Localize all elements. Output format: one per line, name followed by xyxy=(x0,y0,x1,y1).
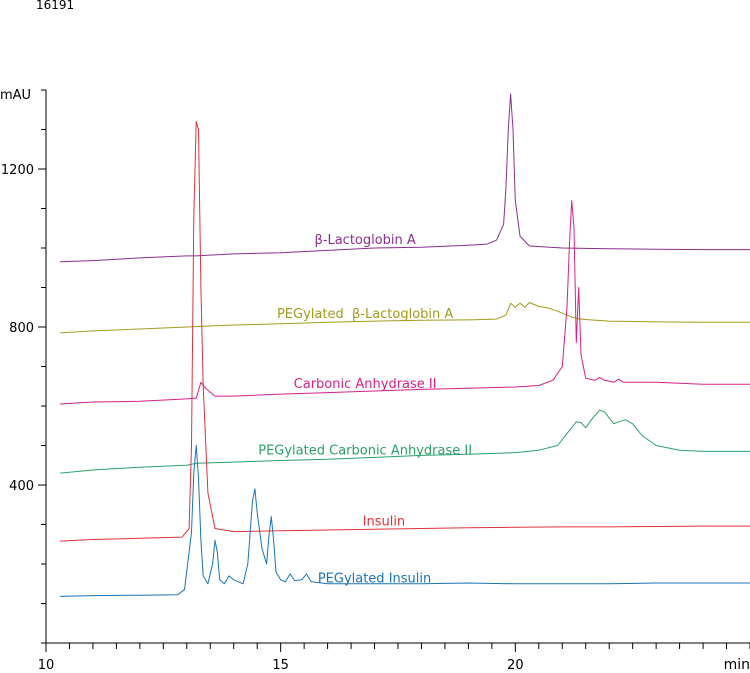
x-axis-label: min xyxy=(724,657,750,673)
trace-label: β-Lactoglobin A xyxy=(314,233,415,248)
trace-line xyxy=(60,121,750,542)
y-tick-label: 800 xyxy=(9,321,34,336)
trace-label: Insulin xyxy=(363,515,406,530)
chart-id-label: 16191 xyxy=(36,0,75,12)
x-tick-label: 20 xyxy=(507,658,524,673)
y-tick-label: 1200 xyxy=(1,163,34,178)
trace-line xyxy=(60,200,750,405)
trace-line xyxy=(60,409,750,474)
y-tick-label: 400 xyxy=(9,479,34,494)
x-tick-label: 10 xyxy=(38,658,55,673)
trace-label: PEGylated β-Lactoglobin A xyxy=(277,307,453,322)
axes: 400 800 1200 mAU 10 15 20 min xyxy=(0,88,750,673)
trace-label: Carbonic Anhydrase II xyxy=(294,377,437,392)
traces xyxy=(60,93,750,597)
trace-label: PEGylated Carbonic Anhydrase II xyxy=(258,444,472,459)
x-tick-label: 15 xyxy=(272,658,289,673)
trace-labels: β-Lactoglobin A PEGylated β-Lactoglobin A… xyxy=(258,233,472,587)
trace-line xyxy=(60,302,750,334)
trace-line xyxy=(60,93,750,263)
y-axis-label: mAU xyxy=(0,88,31,103)
trace-label: PEGylated Insulin xyxy=(318,572,431,587)
trace-line xyxy=(60,445,750,597)
